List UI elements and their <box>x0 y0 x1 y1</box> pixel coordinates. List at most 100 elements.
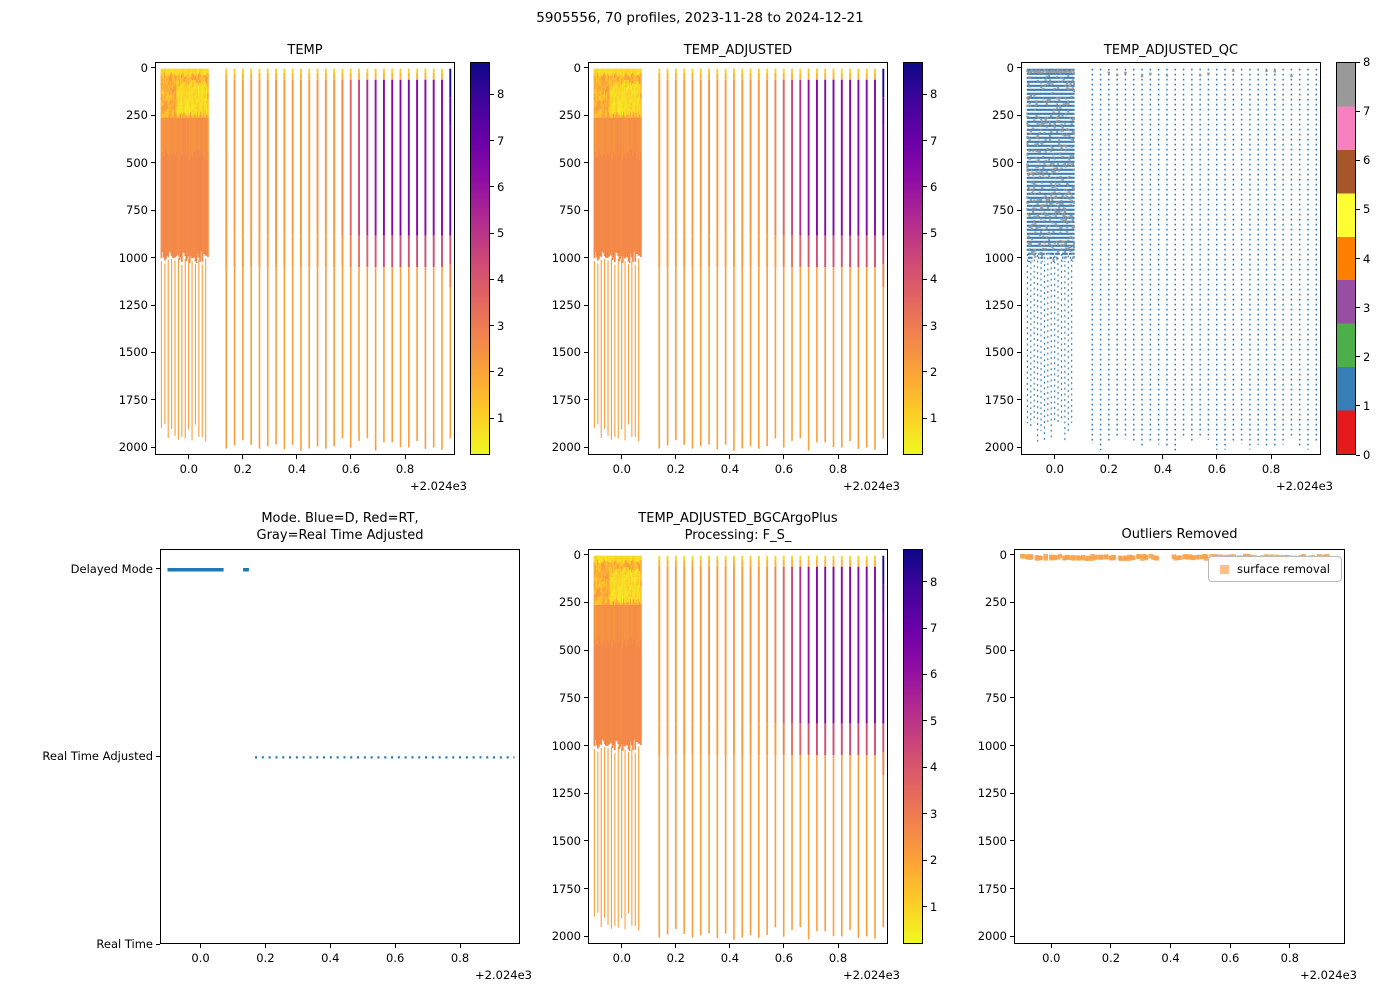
y-tick-label: 250 <box>126 108 148 123</box>
y-tick-mark <box>584 114 588 116</box>
colorbar-tick-mark <box>923 859 927 861</box>
colorbar-tick-label: 6 <box>930 179 938 194</box>
y-tick-label: 750 <box>126 203 148 218</box>
colorbar-tick-label: 1 <box>497 411 505 425</box>
x-tick-label: 0.6 <box>1221 951 1240 965</box>
plot-canvas-temp-adjusted <box>593 68 885 451</box>
x-tick-mark <box>675 455 677 459</box>
y-tick-label: 1750 <box>118 392 148 407</box>
y-tick-mark <box>1010 792 1014 794</box>
y-tick-mark <box>584 67 588 69</box>
plot-title-bgc-line1: TEMP_ADJUSTED_BGCArgoPlus <box>638 511 838 526</box>
y-tick-label: 1250 <box>118 298 148 312</box>
plot-title-outliers: Outliers Removed <box>1121 527 1238 542</box>
colorbar-tick-label: 2 <box>930 853 938 868</box>
x-tick-label: 0.4 <box>720 951 740 965</box>
y-tick-mark <box>151 257 155 259</box>
colorbar-tick-label: 5 <box>497 226 505 241</box>
x-tick-label: 0.2 <box>233 462 252 476</box>
y-tick-label: 1750 <box>551 392 581 407</box>
x-tick-mark <box>729 455 731 459</box>
y-tick-mark <box>156 755 160 757</box>
x-offset-label: +2.024e3 <box>1276 479 1333 493</box>
y-tick-mark <box>584 649 588 651</box>
x-tick-mark <box>1110 944 1112 948</box>
x-tick-mark <box>621 944 623 948</box>
y-tick-mark <box>1010 745 1014 747</box>
y-tick-mark <box>1017 446 1021 448</box>
colorbar-tick-label: 2 <box>497 364 505 379</box>
y-tick-mark <box>584 257 588 259</box>
x-tick-label: 0.2 <box>256 951 275 965</box>
y-tick-label: 1000 <box>551 738 581 753</box>
x-tick-mark <box>621 455 623 459</box>
x-tick-mark <box>1108 455 1110 459</box>
colorbar-tick-mark <box>923 906 927 908</box>
x-tick-label: 0.6 <box>774 951 794 965</box>
x-offset-label: +2.024e3 <box>1300 968 1357 982</box>
colorbar-tick-label: 6 <box>930 667 938 682</box>
colorbar-tick-mark <box>923 93 927 95</box>
plot-canvas-outliers <box>1020 553 1331 562</box>
colorbar-tick-label: 2 <box>1363 349 1371 364</box>
x-tick-mark <box>1270 455 1272 459</box>
colorbar-tick-label: 1 <box>930 411 938 425</box>
y-tick-label: 1000 <box>118 250 148 265</box>
outliers-legend: surface removal <box>1208 556 1342 582</box>
y-tick-label: 0 <box>140 60 148 75</box>
y-tick-mark <box>584 601 588 603</box>
x-tick-label: 0.6 <box>774 462 794 476</box>
x-tick-mark <box>783 455 785 459</box>
colorbar-tick-mark <box>923 673 927 675</box>
colorbar-tick-label: 0 <box>1363 448 1371 462</box>
x-tick-mark <box>1289 944 1291 948</box>
colorbar-tick-label: 5 <box>930 713 938 728</box>
y-tick-label: 500 <box>992 155 1014 170</box>
y-tick-mark <box>584 792 588 794</box>
x-tick-mark <box>350 455 352 459</box>
colorbar-tick-mark <box>490 232 494 234</box>
y-tick-mark <box>1010 601 1014 603</box>
colorbar-tick-mark <box>923 766 927 768</box>
qc-points <box>1026 68 1318 451</box>
colorbar-temp <box>470 62 490 455</box>
colorbar-tick-label: 1 <box>1363 398 1371 413</box>
y-tick-label: 250 <box>985 595 1007 610</box>
colorbar-tick-label: 5 <box>930 226 938 241</box>
plot-title-temp-adjusted: TEMP_ADJUSTED <box>683 43 793 58</box>
y-tick-mark <box>151 351 155 353</box>
colorbar-tick-label: 6 <box>1363 153 1371 168</box>
x-tick-mark <box>394 944 396 948</box>
y-tick-mark <box>1010 840 1014 842</box>
plot-title-temp: TEMP <box>287 43 323 58</box>
y-tick-mark <box>1017 162 1021 164</box>
colorbar-tick-mark <box>1356 110 1360 112</box>
plot-title-bgc: TEMP_ADJUSTED_BGCArgoPlus Processing: F_… <box>588 510 888 544</box>
x-tick-mark <box>329 944 331 948</box>
y-tick-label: 0 <box>573 547 581 562</box>
y-tick-mark <box>584 554 588 556</box>
colorbar-tick-mark <box>1356 307 1360 309</box>
y-tick-label: 0 <box>1006 60 1014 75</box>
y-tick-mark <box>151 399 155 401</box>
y-tick-mark <box>584 935 588 937</box>
colorbar-tick-mark <box>923 813 927 815</box>
y-tick-label: 2000 <box>551 929 581 944</box>
temp-profiles <box>593 68 885 451</box>
y-tick-label: 750 <box>559 690 581 705</box>
y-tick-mark <box>1010 935 1014 937</box>
colorbar-tick-mark <box>1356 61 1360 63</box>
colorbar-tick-label: 4 <box>497 272 505 287</box>
y-tick-mark <box>151 114 155 116</box>
plot-title-temp-adjusted-qc: TEMP_ADJUSTED_QC <box>1103 43 1239 58</box>
y-tick-label-mode: Real Time <box>96 937 153 951</box>
y-tick-label: 1250 <box>977 786 1007 801</box>
y-tick-mark <box>584 209 588 211</box>
axes-frame-temp-adjusted-bgc <box>588 549 888 944</box>
y-tick-label: 1500 <box>118 345 148 360</box>
x-tick-mark <box>837 944 839 948</box>
colorbar-tick-label: 2 <box>930 364 938 379</box>
y-tick-label: 750 <box>559 203 581 218</box>
colorbar-tick-mark <box>490 93 494 95</box>
